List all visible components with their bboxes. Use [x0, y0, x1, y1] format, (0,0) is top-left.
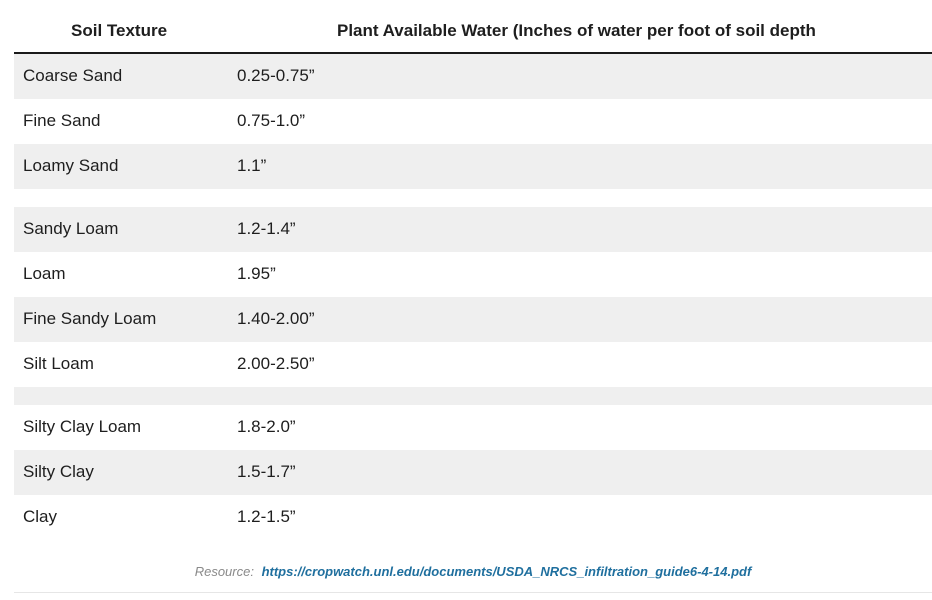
table-row: Clay 1.2-1.5”	[14, 495, 932, 540]
cell-texture: Coarse Sand	[23, 66, 123, 85]
cell-water: 1.2-1.5”	[237, 507, 296, 526]
cell-water: 1.2-1.4”	[237, 219, 296, 238]
group-separator	[14, 387, 932, 405]
resource-label: Resource:	[194, 564, 254, 579]
table-row: Fine Sand 0.75-1.0”	[14, 99, 932, 144]
header-soil-texture: Soil Texture	[71, 21, 168, 40]
row-group-sands: Coarse Sand 0.25-0.75” Fine Sand 0.75-1.…	[14, 54, 932, 189]
cell-texture: Loamy Sand	[23, 156, 119, 175]
soil-water-table: Soil Texture Plant Available Water (Inch…	[14, 10, 932, 540]
table-row: Sandy Loam 1.2-1.4”	[14, 207, 932, 252]
cell-water: 2.00-2.50”	[237, 354, 315, 373]
cell-water: 1.95”	[237, 264, 276, 283]
cell-texture: Clay	[23, 507, 58, 526]
row-group-loams: Sandy Loam 1.2-1.4” Loam 1.95” Fine Sand…	[14, 207, 932, 387]
cell-texture: Fine Sandy Loam	[23, 309, 157, 328]
cell-water: 1.40-2.00”	[237, 309, 315, 328]
table-row: Coarse Sand 0.25-0.75”	[14, 54, 932, 99]
group-separator	[14, 189, 932, 207]
cell-water: 1.8-2.0”	[237, 417, 296, 436]
table-row: Silty Clay 1.5-1.7”	[14, 450, 932, 495]
header-plant-available-water: Plant Available Water (Inches of water p…	[337, 21, 816, 40]
cell-texture: Silty Clay Loam	[23, 417, 142, 436]
cell-texture: Sandy Loam	[23, 219, 119, 238]
cell-texture: Fine Sand	[23, 111, 101, 130]
table-row: Silty Clay Loam 1.8-2.0”	[14, 405, 932, 450]
resource-link[interactable]: https://cropwatch.unl.edu/documents/USDA…	[261, 564, 752, 579]
cell-water: 0.25-0.75”	[237, 66, 315, 85]
cell-water: 1.5-1.7”	[237, 462, 296, 481]
cell-texture: Silty Clay	[23, 462, 94, 481]
row-group-clays: Silty Clay Loam 1.8-2.0” Silty Clay 1.5-…	[14, 405, 932, 540]
cell-texture: Loam	[23, 264, 66, 283]
cell-texture: Silt Loam	[23, 354, 94, 373]
table-row: Silt Loam 2.00-2.50”	[14, 342, 932, 387]
table-row: Loamy Sand 1.1”	[14, 144, 932, 189]
cell-water: 0.75-1.0”	[237, 111, 306, 130]
resource-footer: Resource: https://cropwatch.unl.edu/docu…	[14, 555, 932, 593]
cell-water: 1.1”	[237, 156, 267, 175]
table-row: Loam 1.95”	[14, 252, 932, 297]
table-header: Soil Texture Plant Available Water (Inch…	[14, 10, 932, 54]
table-row: Fine Sandy Loam 1.40-2.00”	[14, 297, 932, 342]
